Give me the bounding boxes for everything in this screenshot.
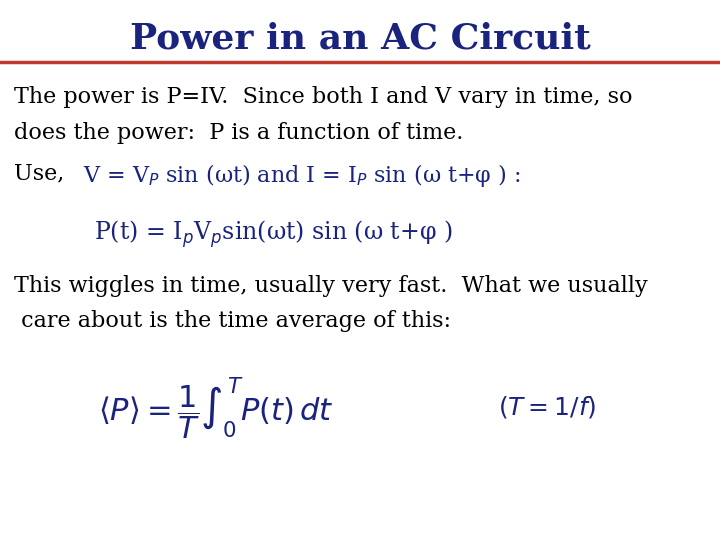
Text: Power in an AC Circuit: Power in an AC Circuit (130, 22, 590, 56)
Text: does the power:  P is a function of time.: does the power: P is a function of time. (14, 122, 464, 144)
Text: V = V$_{P}$ sin (ωt) and I = I$_{P}$ sin (ω t+φ ) :: V = V$_{P}$ sin (ωt) and I = I$_{P}$ sin… (83, 162, 521, 189)
Text: The power is P=IV.  Since both I and V vary in time, so: The power is P=IV. Since both I and V va… (14, 86, 633, 109)
Text: P(t) = I$_{p}$V$_{p}$sin(ωt) sin (ω t+φ ): P(t) = I$_{p}$V$_{p}$sin(ωt) sin (ω t+φ … (94, 219, 452, 251)
Text: This wiggles in time, usually very fast.  What we usually: This wiggles in time, usually very fast.… (14, 275, 648, 298)
Text: $(T=1/f)$: $(T=1/f)$ (498, 394, 596, 420)
Text: $\langle P \rangle = \dfrac{1}{T}\int_0^T P(t)\,dt$: $\langle P \rangle = \dfrac{1}{T}\int_0^… (98, 375, 334, 442)
Text: care about is the time average of this:: care about is the time average of this: (14, 310, 451, 333)
Text: Use,: Use, (14, 162, 79, 184)
